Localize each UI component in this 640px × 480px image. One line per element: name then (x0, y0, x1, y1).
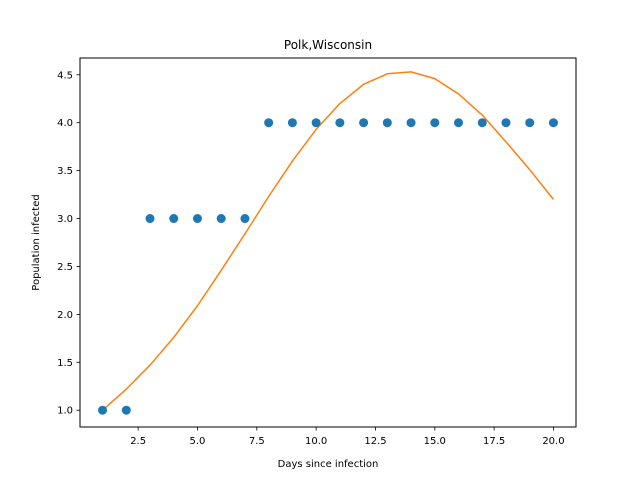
scatter-point (335, 118, 345, 128)
scatter-point (454, 118, 464, 128)
y-tick-label: 4.0 (57, 118, 73, 129)
x-tick-label: 2.5 (130, 436, 146, 447)
y-tick-label: 3.5 (57, 166, 73, 177)
scatter-point (264, 118, 274, 128)
x-tick-label: 20.0 (542, 436, 564, 447)
plot-frame (79, 57, 577, 428)
y-tick-label: 2.5 (57, 262, 73, 273)
scatter-point (382, 118, 392, 128)
scatter-point (548, 118, 558, 128)
y-axis-label: Population infected (31, 194, 42, 290)
chart-title: Polk,Wisconsin (284, 38, 372, 52)
x-tick-label: 15.0 (424, 436, 446, 447)
scatter-point (311, 118, 321, 128)
x-tick-label: 7.5 (249, 436, 265, 447)
x-tick-label: 10.0 (305, 436, 327, 447)
scatter-point (169, 214, 179, 224)
x-tick-label: 17.5 (483, 436, 505, 447)
scatter-point (192, 214, 202, 224)
y-tick-label: 1.0 (57, 406, 73, 417)
x-axis-ticks: 2.5 5.0 7.5 10.0 12.5 15.0 17.5 20.0 (130, 427, 565, 447)
scatter-point (525, 118, 535, 128)
y-tick-label: 4.5 (57, 70, 73, 81)
scatter-point (121, 405, 131, 415)
fit-line-layer (102, 71, 555, 411)
scatter-point (98, 405, 108, 415)
fit-line (102, 71, 555, 411)
scatter-point (406, 118, 416, 128)
scatter-point (216, 214, 226, 224)
x-tick-label: 5.0 (190, 436, 206, 447)
scatter-points-layer (98, 118, 558, 415)
y-tick-label: 2.0 (57, 310, 73, 321)
y-axis-ticks: 1.0 1.5 2.0 2.5 3.0 3.5 4.0 4.5 (57, 70, 80, 417)
x-axis-label: Days since infection (278, 459, 379, 470)
scatter-point (145, 214, 155, 224)
y-tick-label: 1.5 (57, 358, 73, 369)
scatter-point (501, 118, 511, 128)
scatter-point (430, 118, 440, 128)
plot-area (80, 58, 576, 427)
x-tick-label: 12.5 (364, 436, 386, 447)
scatter-point (359, 118, 369, 128)
y-tick-label: 3.0 (57, 214, 73, 225)
scatter-point (287, 118, 297, 128)
scatter-point (477, 118, 487, 128)
scatter-point (240, 214, 250, 224)
